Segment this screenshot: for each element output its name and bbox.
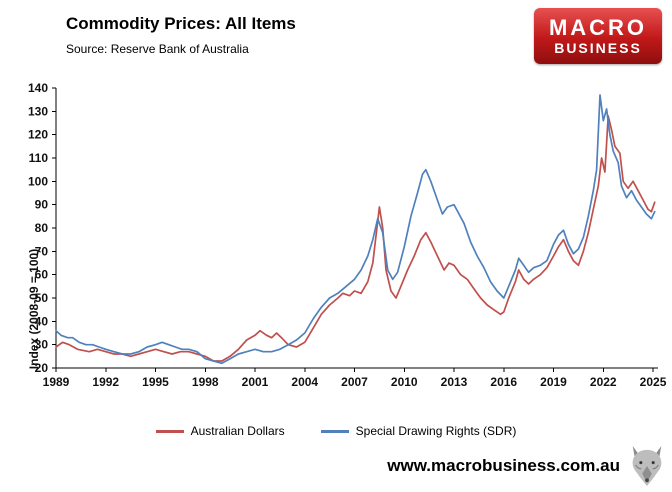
svg-text:1998: 1998 xyxy=(192,375,219,389)
svg-text:20: 20 xyxy=(35,361,49,375)
svg-text:130: 130 xyxy=(28,104,48,118)
svg-text:1995: 1995 xyxy=(142,375,169,389)
svg-text:2016: 2016 xyxy=(490,375,517,389)
series-line-0 xyxy=(55,115,656,362)
svg-text:2019: 2019 xyxy=(540,375,567,389)
legend-label-sdr: Special Drawing Rights (SDR) xyxy=(355,424,517,438)
svg-text:2025: 2025 xyxy=(640,375,667,389)
page-title: Commodity Prices: All Items xyxy=(66,14,296,33)
logo-line2: BUSINESS xyxy=(554,40,642,56)
source-label: Source: Reserve Bank of Australia xyxy=(66,42,249,56)
svg-text:2004: 2004 xyxy=(291,375,318,389)
svg-text:110: 110 xyxy=(29,151,49,165)
chart-area: Index (2008-09 = 100) 20 30 40 50 60 70 80 90 10… xyxy=(6,76,668,402)
chart-legend: Australian Dollars Special Drawing Right… xyxy=(0,424,672,438)
legend-item-sdr: Special Drawing Rights (SDR) xyxy=(320,424,517,438)
svg-text:2007: 2007 xyxy=(341,375,368,389)
svg-text:30: 30 xyxy=(35,338,49,352)
svg-text:100: 100 xyxy=(28,174,48,188)
logo-line1: MACRO xyxy=(548,15,648,40)
series-line-1 xyxy=(55,94,656,365)
svg-text:2001: 2001 xyxy=(242,375,269,389)
legend-item-aud: Australian Dollars xyxy=(155,424,285,438)
svg-text:40: 40 xyxy=(35,314,49,328)
svg-text:80: 80 xyxy=(35,221,49,235)
svg-text:2013: 2013 xyxy=(441,375,468,389)
legend-label-aud: Australian Dollars xyxy=(190,424,285,438)
y-axis-label: Index (2008-09 = 100) xyxy=(27,248,41,370)
svg-text:2010: 2010 xyxy=(391,375,418,389)
legend-swatch-sdr xyxy=(320,429,349,433)
macrobusiness-logo: MACRO BUSINESS xyxy=(534,8,662,64)
svg-text:140: 140 xyxy=(28,81,48,95)
svg-text:50: 50 xyxy=(35,291,49,305)
commodity-chart-svg: 20 30 40 50 60 70 80 90 100 110 120 130 140 1989 1992 1… xyxy=(28,81,667,389)
legend-swatch-aud xyxy=(155,429,184,433)
svg-text:90: 90 xyxy=(35,198,49,212)
svg-text:70: 70 xyxy=(35,244,49,258)
wolf-logo-icon xyxy=(632,446,662,486)
website-url: www.macrobusiness.com.au xyxy=(387,456,620,475)
svg-text:2022: 2022 xyxy=(590,375,617,389)
svg-text:1992: 1992 xyxy=(92,375,119,389)
svg-text:1989: 1989 xyxy=(43,375,70,389)
svg-text:60: 60 xyxy=(35,268,49,282)
svg-text:120: 120 xyxy=(28,128,48,142)
